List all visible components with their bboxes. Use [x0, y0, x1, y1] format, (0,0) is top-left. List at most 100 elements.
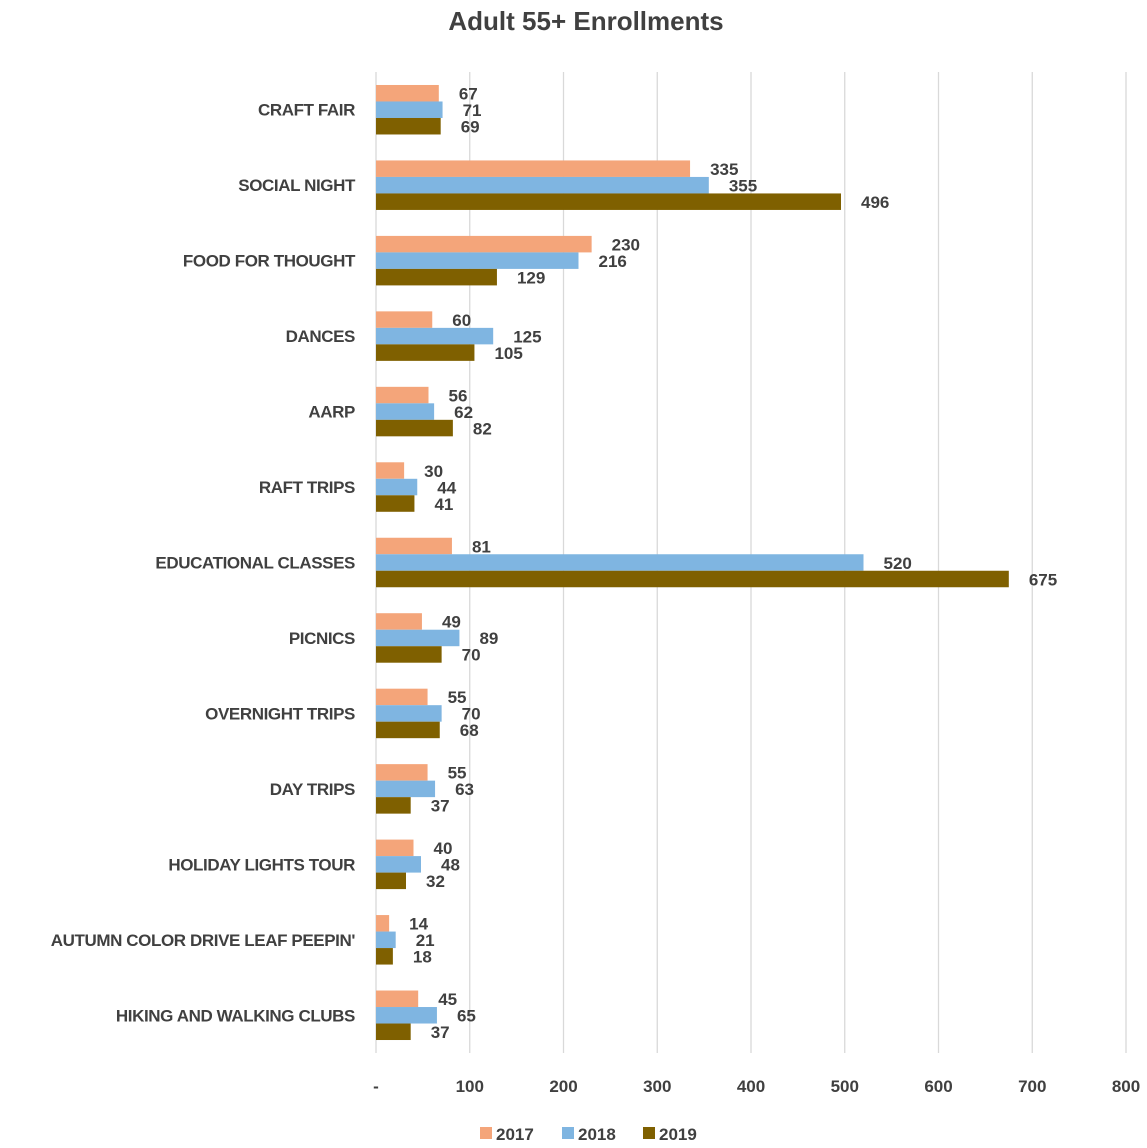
data-label: 355 — [729, 176, 757, 195]
bar — [376, 705, 442, 722]
data-label: 14 — [409, 915, 428, 934]
data-label: 45 — [438, 990, 457, 1009]
bar — [376, 764, 428, 781]
bar — [376, 419, 453, 437]
x-tick-label: 500 — [831, 1077, 859, 1096]
bar — [376, 403, 435, 420]
data-label: 335 — [710, 160, 738, 179]
bar — [376, 193, 841, 210]
data-label: 37 — [431, 1023, 450, 1042]
bar — [376, 915, 390, 932]
data-label: 60 — [452, 311, 471, 330]
bar — [376, 268, 497, 286]
category-label: CRAFT FAIR — [258, 101, 355, 120]
data-label: 65 — [457, 1007, 476, 1026]
data-label: 89 — [479, 629, 498, 648]
data-label: 496 — [861, 193, 889, 212]
bar — [376, 931, 396, 949]
bar — [376, 344, 475, 361]
bar — [376, 478, 418, 496]
x-tick-labels: - 100 200 300 400 500 600 700 800 — [373, 1077, 1140, 1096]
bar — [376, 721, 440, 739]
data-label: 69 — [461, 117, 480, 136]
data-label: 67 — [459, 84, 478, 103]
bar — [376, 688, 428, 706]
category-label: AARP — [308, 403, 355, 422]
bar — [376, 117, 441, 135]
data-label: 62 — [454, 403, 473, 422]
category-label: OVERNIGHT TRIPS — [205, 704, 355, 723]
bar — [376, 797, 411, 814]
category-label: DAY TRIPS — [270, 780, 355, 799]
bar — [376, 84, 439, 102]
x-tick-label: 600 — [924, 1077, 952, 1096]
legend-label: 2017 — [496, 1125, 534, 1143]
x-tick-label: 400 — [737, 1077, 765, 1096]
bar — [376, 1007, 437, 1024]
bar — [376, 613, 422, 630]
data-label: 48 — [441, 856, 460, 875]
legend-label: 2019 — [659, 1125, 697, 1143]
category-label: RAFT TRIPS — [259, 478, 355, 497]
data-label: 55 — [448, 688, 467, 707]
data-label: 32 — [426, 872, 445, 891]
data-label: 41 — [434, 495, 453, 514]
bar — [376, 872, 406, 890]
category-label: DANCES — [286, 327, 355, 346]
x-tick-label: 200 — [549, 1077, 577, 1096]
data-label: 675 — [1029, 570, 1057, 589]
category-label: EDUCATIONAL CLASSES — [155, 554, 355, 573]
bar — [376, 327, 494, 345]
bar — [376, 176, 709, 194]
bar — [376, 235, 592, 253]
data-label: 71 — [463, 101, 482, 120]
data-label: 81 — [472, 537, 491, 556]
bar — [376, 1023, 411, 1041]
legend-swatch — [480, 1127, 492, 1139]
x-tick-label: 100 — [456, 1077, 484, 1096]
legend: 2017 2018 2019 — [480, 1125, 697, 1144]
data-label: 55 — [448, 764, 467, 783]
data-label: 230 — [612, 235, 640, 254]
data-label: 68 — [460, 721, 479, 740]
bar — [376, 495, 415, 512]
data-label: 44 — [437, 478, 456, 497]
bars — [376, 84, 1009, 1041]
bar — [376, 948, 393, 965]
bar — [376, 101, 443, 118]
x-tick-label: - — [373, 1077, 379, 1096]
legend-swatch — [562, 1127, 574, 1139]
x-tick-label: 700 — [1018, 1077, 1046, 1096]
bar — [376, 629, 460, 647]
data-label: 30 — [424, 462, 443, 481]
data-label: 82 — [473, 419, 492, 438]
category-labels: CRAFT FAIR SOCIAL NIGHT FOOD FOR THOUGHT DA… — [51, 101, 357, 1026]
chart-title: Adult 55+ Enrollments — [448, 6, 723, 36]
data-label: 70 — [462, 646, 481, 665]
category-label: AUTUMN COLOR DRIVE LEAF PEEPIN' — [51, 931, 356, 950]
data-label: 18 — [413, 948, 432, 967]
data-label: 40 — [434, 839, 453, 858]
bar — [376, 990, 419, 1008]
bar — [376, 554, 864, 571]
data-label: 37 — [431, 797, 450, 816]
data-label: 63 — [455, 780, 474, 799]
bar — [376, 311, 433, 328]
data-label: 216 — [599, 252, 627, 271]
bar — [376, 780, 436, 798]
bar — [376, 462, 405, 479]
bar — [376, 160, 691, 177]
bar — [376, 386, 429, 404]
category-label: HIKING AND WALKING CLUBS — [116, 1006, 355, 1025]
data-label: 21 — [416, 931, 435, 950]
legend-swatch — [643, 1127, 655, 1139]
bar — [376, 646, 442, 663]
category-label: SOCIAL NIGHT — [238, 176, 356, 195]
data-label: 49 — [442, 613, 461, 632]
bar — [376, 856, 421, 873]
bar — [376, 570, 1009, 588]
data-label: 125 — [513, 327, 541, 346]
